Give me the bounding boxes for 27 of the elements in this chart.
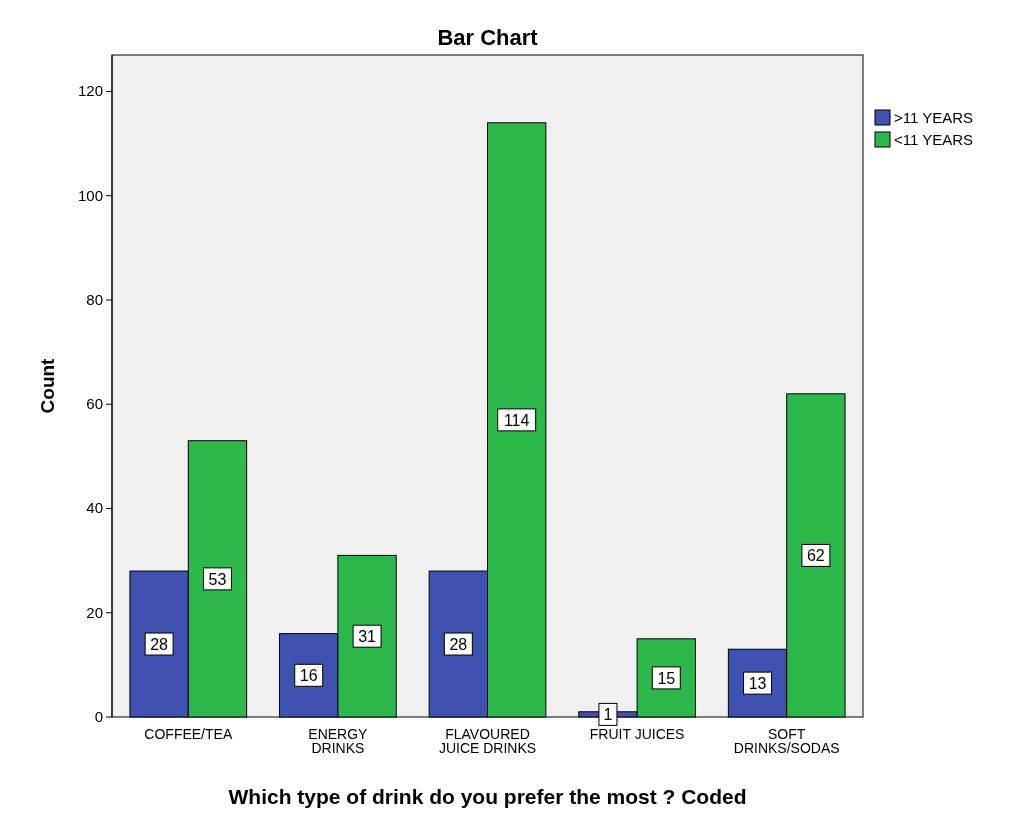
- y-tick-label: 40: [86, 499, 103, 517]
- data-label: 13: [748, 675, 767, 693]
- data-label: 62: [806, 547, 825, 565]
- x-tick-label: SOFT DRINKS/SODAS: [733, 726, 840, 756]
- chart-title: Bar Chart: [437, 25, 539, 50]
- data-label: 1: [603, 706, 613, 724]
- data-label: 16: [299, 667, 318, 685]
- x-tick-label: COFFEE/TEA: [144, 726, 233, 742]
- data-label: 28: [449, 636, 468, 654]
- data-label: 31: [358, 628, 377, 646]
- legend-label: >11 YEARS: [894, 109, 974, 126]
- data-label: 53: [208, 570, 227, 588]
- data-label: 15: [657, 669, 676, 687]
- y-tick-label: 80: [86, 290, 103, 308]
- x-tick-label: ENERGY DRINKS: [308, 726, 369, 756]
- y-tick-label: 120: [77, 82, 103, 100]
- data-label: 28: [150, 636, 169, 654]
- y-tick-label: 100: [77, 186, 103, 204]
- x-tick-label: FLAVOURED JUICE DRINKS: [438, 726, 537, 756]
- y-tick-label: 20: [86, 603, 103, 621]
- y-tick-label: 0: [94, 708, 103, 725]
- y-axis-title: Count: [37, 357, 58, 414]
- x-axis-title: Which type of drink do you prefer the most ? Coded: [228, 785, 747, 808]
- y-tick-label: 60: [86, 395, 103, 413]
- legend-label: <11 YEARS: [894, 131, 974, 148]
- x-tick-label: FRUIT JUICES: [589, 726, 685, 742]
- data-label: 114: [503, 411, 530, 429]
